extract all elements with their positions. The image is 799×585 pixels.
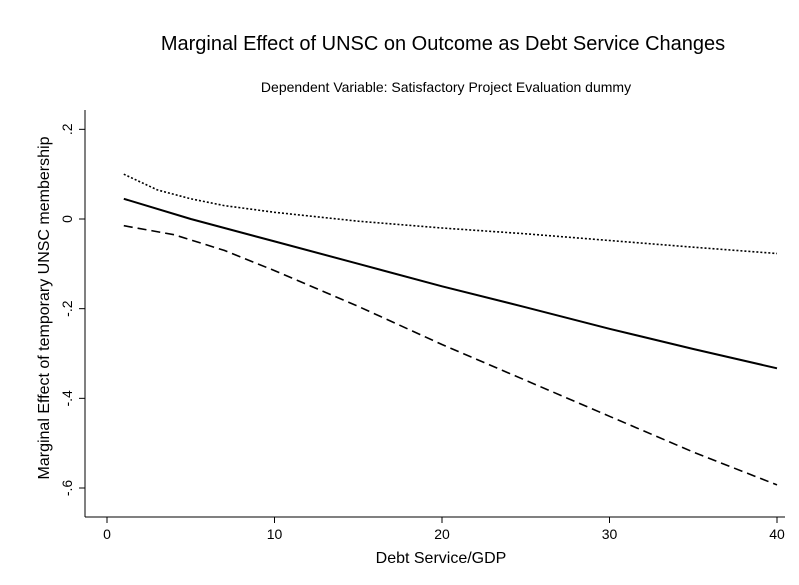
lower-bound-line [123,224,778,486]
y-tick-label: 0 [59,215,75,223]
x-tick-label: 30 [602,526,618,542]
x-tick-label: 10 [267,526,283,542]
y-tick-label: -.2 [59,300,75,317]
x-tick-label: 20 [434,526,450,542]
x-tick-label: 0 [103,526,111,542]
upper-bound-line [123,173,778,255]
y-axis-label: Marginal Effect of temporary UNSC member… [36,136,53,479]
y-tick-label: -.4 [59,390,75,407]
chart-title: Marginal Effect of UNSC on Outcome as De… [161,33,725,55]
x-axis: 0 10 20 30 40 [85,516,785,542]
marginal-effect-line [123,197,778,370]
y-axis: .2 0 -.2 -.4 -.6 [59,110,86,517]
x-axis-label: Debt Service/GDP [376,550,507,567]
chart-subtitle: Dependent Variable: Satisfactory Project… [261,79,631,95]
y-tick-label: -.6 [59,480,75,497]
y-tick-label: .2 [59,123,75,135]
x-tick-label: 40 [769,526,785,542]
series-group [123,173,778,486]
